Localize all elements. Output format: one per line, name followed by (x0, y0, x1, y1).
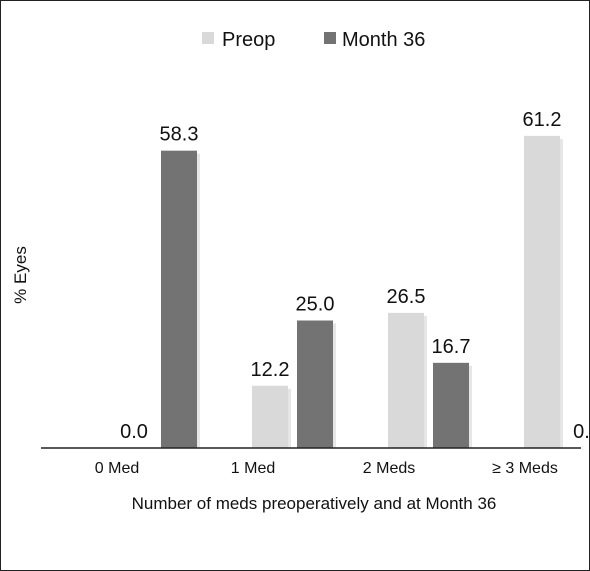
x-tick-label-1-med: 1 Med (231, 460, 275, 477)
bar-preop-ge-3-meds (524, 135, 560, 448)
data-label-month-36-ge-3-meds: 0.0 (573, 421, 589, 443)
bar-month-36-2-meds (433, 362, 469, 448)
data-label-preop-1-med: 12.2 (251, 359, 290, 381)
legend-swatch-preop (202, 32, 214, 44)
legend-label-month-36: Month 36 (342, 29, 425, 51)
data-label-preop-0-med: 0.0 (120, 421, 148, 443)
bar-month-36-0-med (161, 150, 197, 449)
bar-preop-2-meds (388, 312, 424, 448)
x-tick-labels: 0 Med 1 Med 2 Meds ≥ 3 Meds (95, 460, 558, 477)
bar-preop-1-med (252, 385, 288, 448)
y-axis-title: % Eyes (11, 246, 30, 304)
bar-month-36-1-med (297, 320, 333, 448)
legend-label-preop: Preop (222, 29, 275, 51)
legend-swatch-month-36 (324, 32, 336, 44)
x-tick-label-ge-3-meds: ≥ 3 Meds (492, 460, 558, 477)
data-label-preop-ge-3-meds: 61.2 (523, 109, 562, 131)
data-label-month-36-2-meds: 16.7 (432, 336, 471, 358)
data-label-month-36-1-med: 25.0 (296, 294, 335, 316)
data-label-preop-2-meds: 26.5 (387, 286, 426, 308)
x-tick-label-2-meds: 2 Meds (363, 460, 415, 477)
legend: Preop Month 36 (202, 29, 425, 51)
data-label-month-36-0-med: 58.3 (160, 124, 199, 146)
x-axis-title: Number of meds preoperatively and at Mon… (132, 494, 497, 513)
bars-group: 0.0 58.3 12.2 25.0 26.5 16.7 61.2 0.0 (120, 109, 589, 449)
x-tick-label-0-med: 0 Med (95, 460, 139, 477)
